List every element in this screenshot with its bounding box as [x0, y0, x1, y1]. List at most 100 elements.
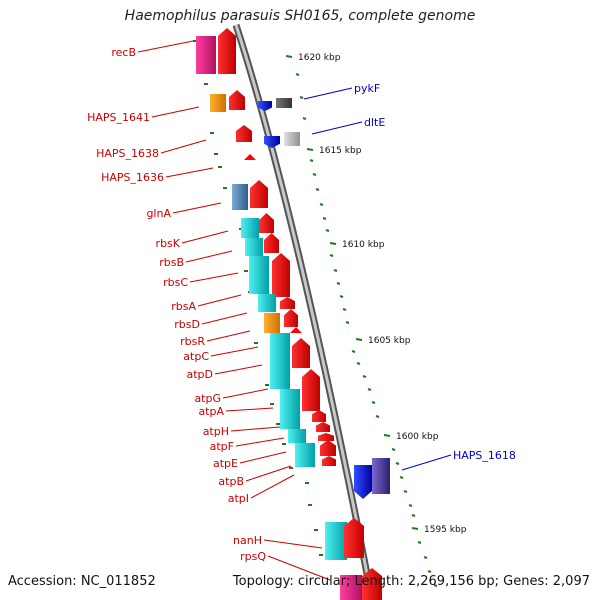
map-title: Haemophilus parasuis SH0165, complete ge…: [124, 8, 476, 24]
gene-leader-line: [222, 388, 269, 399]
gene-label-rbsk: rbsK: [156, 237, 181, 250]
rbsD-arrow: [284, 309, 298, 327]
outer-tick: [403, 490, 408, 493]
gene-label-glna: glnA: [146, 207, 171, 220]
gene-leader-line: [230, 426, 281, 432]
outer-tick: [417, 541, 422, 544]
gene-leader-line: [206, 330, 251, 342]
haps1636-arrow: [244, 154, 256, 160]
gene-leader-line: [225, 407, 274, 412]
gene-leader-line: [303, 87, 353, 100]
atpB-arrow: [322, 456, 336, 466]
outer-tick: [309, 159, 314, 162]
rbsB-cog-box: [245, 238, 263, 256]
gene-label-atpi: atpI: [228, 492, 249, 505]
rpsQ-arrow: [362, 568, 382, 600]
atp-operon-cog-box-1: [270, 333, 290, 389]
gene-label-recb: recB: [111, 46, 136, 59]
gene-leader-line: [401, 454, 452, 471]
scale-tick: [411, 527, 419, 530]
gene-leader-line: [267, 555, 331, 581]
atpG-arrow: [312, 410, 326, 422]
outer-tick: [333, 269, 338, 272]
rbsK-cog-box: [241, 218, 259, 238]
rbsA-cog-box: [258, 294, 276, 312]
gene-label-dlte: dltE: [364, 116, 385, 129]
outer-tick: [345, 321, 350, 324]
gene-leader-line: [201, 312, 248, 325]
scale-label: 1600 kbp: [396, 432, 439, 442]
gene-label-rpsq: rpsQ: [240, 550, 266, 563]
atpF-arrow: [318, 433, 334, 441]
outer-tick: [315, 188, 320, 191]
gene-leader-line: [245, 465, 292, 482]
rbsC-cog-box: [249, 256, 269, 294]
outer-tick: [302, 117, 307, 120]
gene-label-atpa: atpA: [198, 405, 224, 418]
gene-label-atpe: atpE: [213, 457, 238, 470]
pykF-arrow: [258, 101, 272, 111]
rbsA-arrow: [280, 297, 295, 309]
gene-label-atph: atpH: [203, 425, 229, 438]
gene-leader-line: [311, 121, 363, 135]
scale-tick: [285, 55, 293, 58]
gene-label-haps_1618: HAPS_1618: [453, 449, 516, 462]
gene-label-haps_1636: HAPS_1636: [101, 171, 164, 184]
gene-leader-line: [189, 272, 239, 283]
gene-leader-line: [172, 202, 222, 214]
outer-tick: [336, 282, 341, 285]
rpsQ-cog-box: [340, 575, 362, 600]
outer-tick: [411, 514, 416, 517]
gene-label-rbsc: rbsC: [163, 276, 188, 289]
outer-tick: [325, 229, 330, 232]
atpC-arrow: [292, 338, 310, 368]
gene-label-rbsb: rbsB: [159, 256, 184, 269]
nanH-cog-box: [325, 522, 347, 560]
haps1638-arrow: [236, 125, 252, 142]
gene-label-nanh: nanH: [233, 534, 262, 547]
genome-summary-text: Topology: circular; Length: 2,269,156 bp…: [232, 574, 590, 589]
outer-tick: [299, 96, 304, 99]
outer-tick: [329, 254, 334, 257]
outer-tick: [395, 462, 400, 465]
haps1618-cog-box: [372, 458, 390, 494]
outer-tick: [295, 73, 300, 76]
gene-leader-line: [185, 250, 233, 263]
gene-leader-line: [263, 539, 323, 549]
outer-tick: [375, 415, 380, 418]
rbsD-cog-box: [264, 313, 280, 333]
outer-tick: [339, 295, 344, 298]
haps1641-arrow: [229, 90, 245, 110]
rbsK-arrow: [259, 213, 274, 233]
outer-tick: [433, 584, 438, 587]
outer-tick: [427, 570, 432, 573]
outer-tick: [362, 375, 367, 378]
haps1641-cog-box: [210, 94, 226, 112]
gene-label-atpf: atpF: [210, 440, 234, 453]
gene-leader-line: [239, 451, 287, 464]
outer-tick: [312, 173, 317, 176]
pykF-cog-box: [276, 98, 292, 108]
gene-leader-line: [210, 346, 259, 357]
outer-tick: [322, 217, 327, 220]
gene-label-haps_1641: HAPS_1641: [87, 111, 150, 124]
outer-tick: [342, 308, 347, 311]
scale-label: 1595 kbp: [424, 525, 467, 535]
gene-leader-line: [250, 474, 295, 499]
gene-label-atpc: atpC: [183, 350, 209, 363]
nanH-arrow: [344, 518, 364, 558]
glnA-cog-box: [232, 184, 248, 210]
gene-label-haps_1638: HAPS_1638: [96, 147, 159, 160]
gene-label-atpd: atpD: [186, 368, 213, 381]
outer-tick: [408, 504, 413, 507]
atpH-arrow: [316, 422, 330, 432]
dltE-cog-box: [284, 132, 300, 146]
gene-label-pykf: pykF: [354, 82, 380, 95]
scale-label: 1615 kbp: [319, 146, 362, 156]
rbsR-arrow: [290, 327, 302, 333]
genome-backbone-highlight: [234, 24, 374, 600]
scale-label: 1605 kbp: [368, 336, 411, 346]
scale-tick: [329, 242, 337, 245]
scale-label: 1620 kbp: [298, 53, 341, 63]
